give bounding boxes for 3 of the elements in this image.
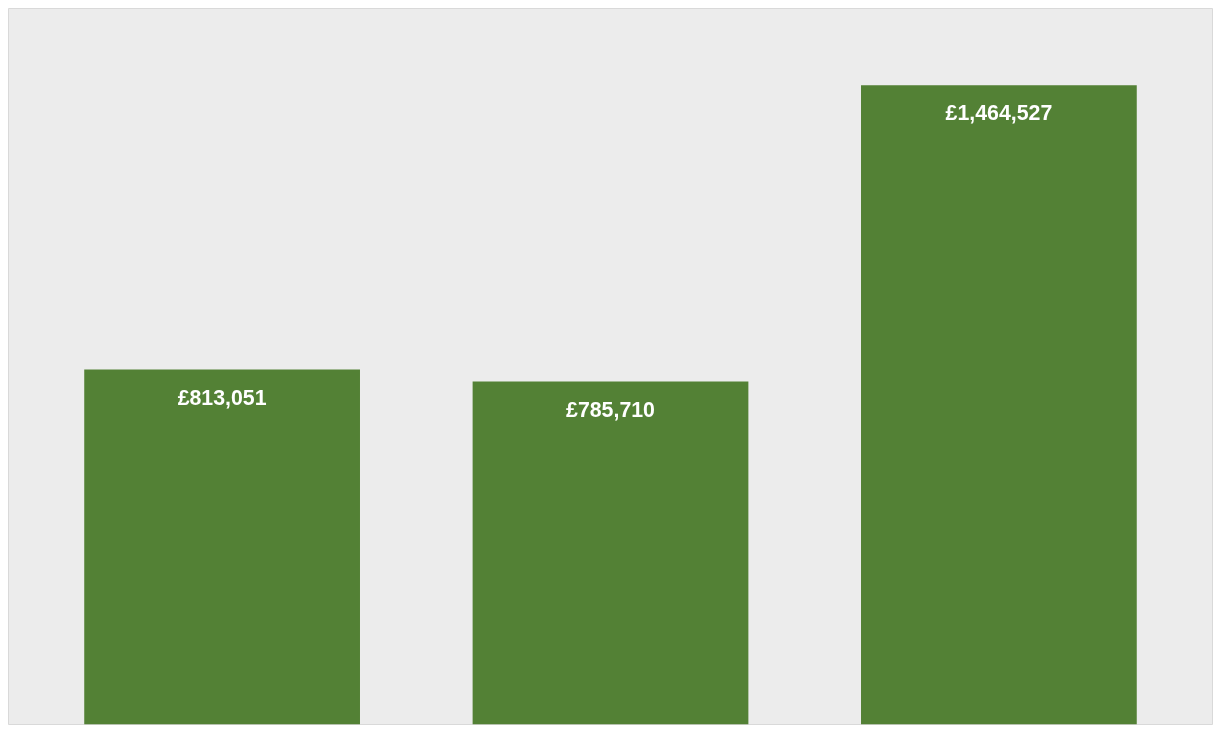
data-label: £813,051 <box>177 385 267 410</box>
data-label: £785,710 <box>566 397 655 422</box>
data-label: £1,464,527 <box>945 101 1053 126</box>
